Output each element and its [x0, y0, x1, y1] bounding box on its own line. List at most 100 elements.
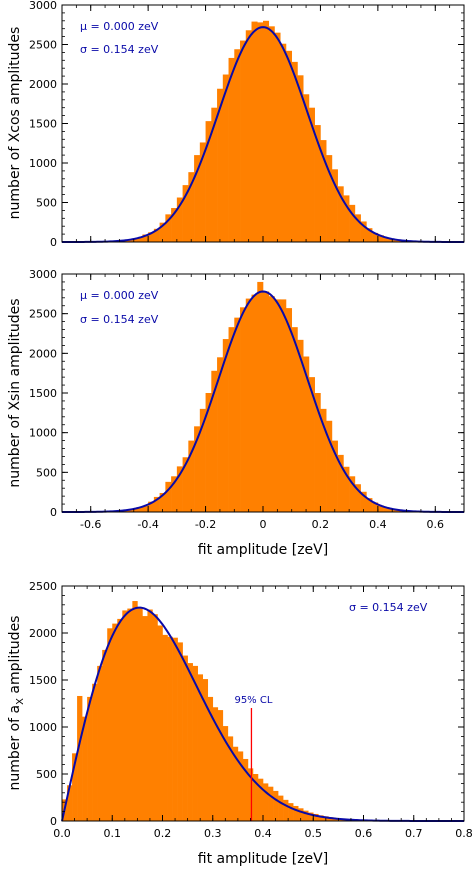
y-axis-label-ax: number of aX amplitudes: [7, 616, 26, 791]
histogram-bar: [297, 339, 304, 512]
histogram-bar: [285, 50, 293, 242]
histogram-bar: [137, 607, 143, 821]
histogram-bar: [245, 298, 252, 512]
y-tick-label: 0: [50, 236, 57, 249]
y-tick-label: 500: [36, 466, 57, 479]
histogram-bar: [360, 221, 367, 242]
histogram-bar: [263, 20, 270, 242]
histogram-bar: [331, 440, 338, 512]
histogram-bar: [280, 299, 287, 512]
histogram-bar: [331, 169, 338, 242]
histogram-bar: [377, 235, 384, 242]
histogram-bar: [205, 393, 212, 512]
annotation-sigma: σ = 0.154 zeV: [80, 43, 159, 56]
histogram-bar: [395, 510, 402, 512]
histogram-bar: [159, 492, 166, 512]
histogram-bar: [211, 107, 218, 242]
axis-ticks-ax: 0 500 1000 1500 2000 2500 0.0 0.1 0.2 0.3 0.4 0.5 0.…: [29, 580, 473, 840]
histogram-bar: [268, 786, 274, 821]
histogram-bar: [308, 107, 315, 242]
y-tick-label: 1500: [29, 118, 57, 131]
x-tick-label: -0.6: [80, 518, 101, 531]
histogram-bar: [291, 327, 298, 512]
histogram-bar: [285, 308, 293, 512]
histogram-bar: [217, 357, 224, 512]
x-tick-label: 0.8: [455, 827, 473, 840]
histogram-bar: [372, 232, 379, 242]
histogram-bar: [337, 454, 344, 512]
histogram-bar: [153, 496, 160, 512]
y-tick-label: 2500: [29, 39, 57, 52]
histogram-bar: [142, 234, 149, 242]
x-axis-label-xsin: fit amplitude [zeV]: [198, 542, 328, 558]
axis-ticks-xcos: 0 500 1000 1500 2000 2500 3000: [29, 0, 465, 249]
histogram-bar: [237, 751, 244, 821]
panel-xsin: 0 500 1000 1500 2000 2500 3000 -0.6 -0.4 -0.2 0 0.2…: [7, 268, 465, 558]
x-tick-label: 0.2: [154, 827, 172, 840]
histogram-bar: [222, 74, 229, 243]
histogram-bar: [152, 614, 158, 821]
histogram-bar: [383, 507, 390, 512]
histogram-bar: [97, 665, 103, 821]
histogram-bar: [172, 637, 178, 821]
x-tick-label: 0.7: [405, 827, 423, 840]
histogram-bar: [117, 618, 123, 821]
histogram-bar: [147, 609, 153, 821]
y-tick-label: 2000: [29, 347, 57, 360]
histogram-bar: [283, 799, 289, 821]
x-tick-label: -0.2: [195, 518, 216, 531]
histogram-bar: [171, 208, 178, 242]
histogram-bar: [142, 616, 148, 821]
histogram-bar: [232, 746, 239, 821]
histogram-bar: [82, 716, 88, 821]
cl-label: 95% CL: [234, 695, 272, 706]
histogram-bar: [136, 237, 143, 242]
histogram-bar: [182, 457, 189, 512]
y-axis-label-xcos: number of Xcos amplitudes: [7, 27, 23, 220]
histogram-bar: [165, 214, 172, 242]
histogram-bar: [87, 696, 93, 821]
y-tick-label: 1500: [29, 674, 57, 687]
histogram-bar: [268, 296, 275, 512]
histogram-bar: [303, 810, 309, 821]
histogram-bar: [288, 803, 294, 821]
histogram-bar: [205, 121, 212, 242]
histogram-bar: [343, 195, 350, 242]
histogram-bar: [395, 240, 402, 242]
histogram-bar: [188, 440, 195, 512]
y-tick-label: 500: [36, 197, 57, 210]
histogram-bar: [153, 228, 160, 242]
histogram-bar: [136, 507, 143, 512]
histogram-bar: [202, 679, 209, 821]
histogram-bar: [314, 393, 321, 512]
x-tick-label: 0: [260, 518, 267, 531]
histogram-bar: [257, 281, 264, 512]
histogram-bar: [197, 674, 204, 821]
fit-curve-xcos: [62, 26, 464, 243]
x-tick-label: 0.6: [355, 827, 373, 840]
histogram-bar: [148, 501, 155, 512]
histogram-bar: [354, 214, 361, 242]
histogram-bar: [303, 356, 310, 512]
annotation-sigma: σ = 0.154 zeV: [80, 313, 159, 326]
histogram-bar: [247, 768, 254, 821]
histogram-bar: [252, 774, 259, 821]
y-tick-label: 2000: [29, 627, 57, 640]
histogram-bar: [349, 476, 356, 512]
histogram-bar: [182, 655, 188, 821]
histogram-bar: [228, 57, 235, 243]
y-tick-label: 1000: [29, 721, 57, 734]
histogram-bar: [72, 753, 78, 821]
histogram-bar: [313, 813, 319, 821]
histogram-bar: [298, 808, 304, 821]
annotation-mu: μ = 0.000 zeV: [80, 20, 159, 33]
histogram-bar: [92, 683, 98, 821]
y-tick-label: 0: [50, 506, 57, 519]
histogram-bars-xcos: [119, 20, 407, 243]
x-tick-label: 0.0: [53, 827, 71, 840]
histogram-bar: [274, 299, 281, 512]
histogram-bar: [240, 307, 247, 512]
histogram-bar: [240, 40, 247, 242]
